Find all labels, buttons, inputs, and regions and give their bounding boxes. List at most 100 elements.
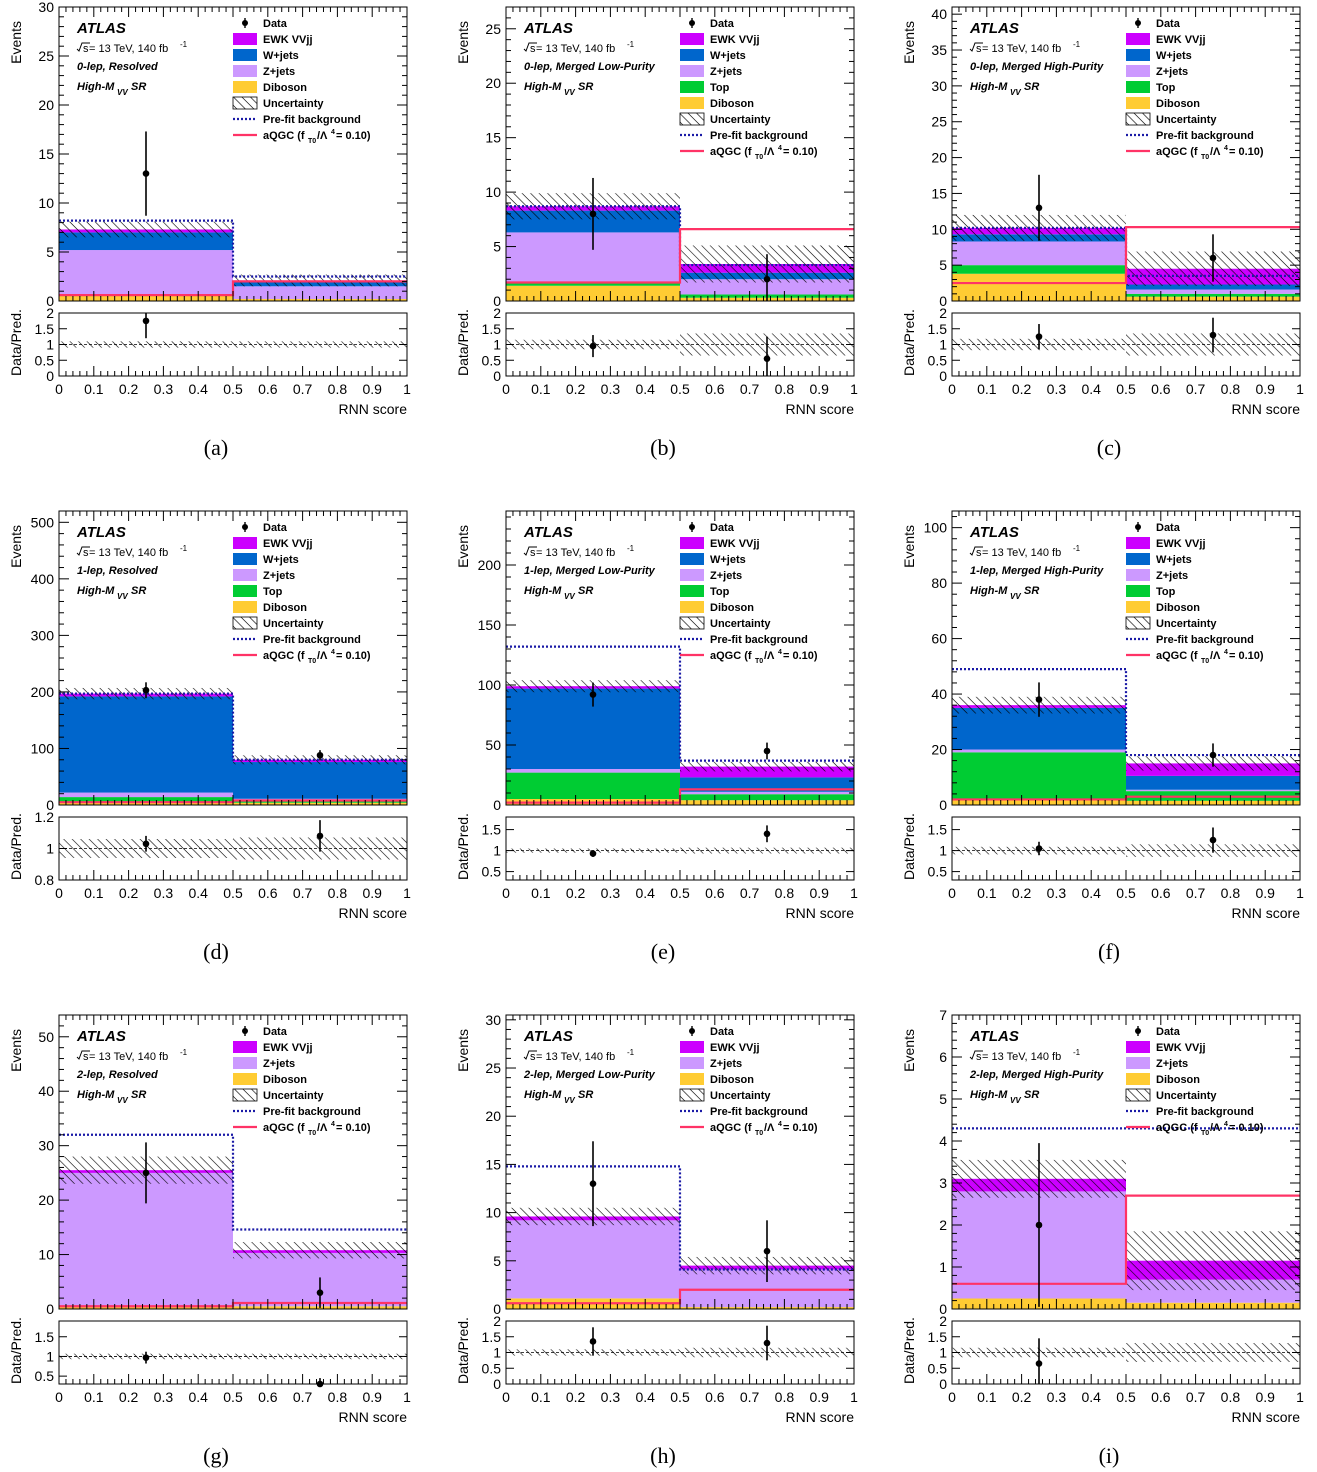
signal-region-label: High-M [77,1089,115,1101]
x-tick-label: 0.2 [1012,381,1032,397]
y-tick-label: 3 [939,1175,947,1191]
signal-region-suffix: SR [578,1089,593,1101]
x-tick-label: 0.6 [1151,1389,1171,1405]
y-tick-label: 2 [939,1217,947,1233]
legend-label-aqgc: aQGC (f [710,1122,752,1134]
ratio-point-bin0 [142,840,150,848]
legend-label-zjets: Z+jets [710,570,742,582]
legend-label-diboson: Diboson [263,1074,307,1086]
legend-data-marker [1135,524,1141,530]
x-tick-label: 0.9 [1255,1389,1275,1405]
signal-region-label: High-M [524,585,562,597]
stack-bar-zjets-bin1 [233,286,407,300]
x-tick-label: 0.4 [635,1389,655,1405]
panel-caption: (g) [203,1443,229,1468]
uncertainty-band-bin1 [680,761,854,772]
region-label: 0-lep, Resolved [77,61,158,73]
y-tick-label: 400 [31,571,55,587]
ratio-y-tick-label: 0.5 [482,864,502,880]
ratio-panel: 00.511.520 0.1 0.2 0.3 0.4 0.5 0.6 0.7 0.8 0.9 1Da… [455,1313,858,1425]
y-tick-label: 20 [931,742,947,758]
legend-swatch-wjets [233,553,257,565]
legend-swatch-top [680,585,704,597]
x-tick-label: 0.7 [293,1389,313,1405]
legend-entry-prefit: Pre-fit background [233,114,361,126]
ratio-panel: 00.511.520 0.1 0.2 0.3 0.4 0.5 0.6 0.7 0.8 0.9 1Da… [901,305,1304,417]
y-tick-label: 25 [485,21,501,37]
x-tick-label: 0.2 [119,1389,139,1405]
legend-label-wjets: W+jets [1156,50,1192,62]
uncertainty-band-bin1 [1126,1231,1300,1291]
legend-label-top: Top [1156,82,1176,94]
data-point-bin1 [1209,751,1217,759]
legend-label-data: Data [1156,18,1181,30]
legend-swatch-diboson [233,1073,257,1085]
energy-prefix: s [530,43,536,55]
data-point-bin1 [316,751,324,759]
legend-entry-diboson: Diboson [233,81,307,94]
legend-entry-prefit: Pre-fit background [1126,634,1254,646]
legend-label-unc: Uncertainty [263,618,324,630]
x-tick-label: 0.4 [1081,885,1101,901]
x-tick-label: 0.8 [328,381,348,397]
y-tick-label: 30 [931,78,947,94]
data-point-bin0 [1035,696,1043,703]
y-tick-label: 40 [931,6,947,22]
sqrt-symbol [969,1050,983,1060]
ratio-point-bin0 [589,342,597,350]
y-axis-label: Events [455,1029,471,1072]
legend-swatch-zjets [680,569,704,581]
legend-label-ewk: EWK VVjj [263,34,313,46]
x-tick-label: 0.5 [670,1389,690,1405]
legend-swatch-ewk [233,537,257,549]
x-tick-label: 0.3 [154,885,174,901]
x-axis-label: RNN score [1232,905,1301,921]
legend-label-data: Data [263,1026,288,1038]
legend-entry-diboson: Diboson [680,97,754,110]
ratio-y-tick-label: 0 [493,368,501,384]
y-tick-label: 100 [31,740,55,756]
x-tick-label: 0.4 [188,381,208,397]
signal-region-suffix: SR [578,585,593,597]
legend-entry-wjets: W+jets [680,49,746,62]
legend-label-prefit: Pre-fit background [263,1106,361,1118]
legend-label-aqgc-sub: T0 [308,138,316,145]
stack-bar-zjets-bin0 [506,769,680,773]
x-tick-label: 0.6 [705,1389,725,1405]
y-tick-label: 20 [38,1192,54,1208]
region-label: 0-lep, Merged High-Purity [970,61,1104,73]
x-tick-label: 0.7 [740,381,760,397]
y-tick-label: 0 [493,1301,501,1317]
atlas-label: ATLAS [76,1028,126,1045]
chart-panel-i: 0 1 2 3 4 5 6 7 Events ATLAS s = 13 TeV, 140 fb -1 2… [901,1007,1304,1468]
legend-unc-swatch [679,616,705,630]
legend-entry-diboson: Diboson [1126,97,1200,110]
legend-data-marker [689,524,695,530]
atlas-label: ATLAS [969,20,1019,37]
legend-swatch-wjets [680,553,704,565]
x-tick-label: 0 [948,885,956,901]
legend-label-aqgc-end: = 0.10) [336,650,371,662]
legend-swatch-ewk [680,33,704,45]
x-tick-label: 0.9 [809,381,829,397]
ratio-y-tick-label: 0.5 [928,352,948,368]
y-tick-label: 100 [924,520,948,536]
ratio-axis-label: Data/Pred. [8,1317,24,1384]
signal-region-label: High-M [524,1089,562,1101]
data-point-bin0 [142,170,150,177]
legend-entry-diboson: Diboson [1126,601,1200,614]
legend-label-data: Data [1156,522,1181,534]
legend-label-diboson: Diboson [1156,602,1200,614]
legend-unc-swatch [679,112,705,126]
stack-bar-diboson-bin1 [1126,800,1300,805]
legend-label-unc: Uncertainty [263,98,324,110]
legend-label-aqgc-sub: T0 [1201,154,1209,161]
ratio-point-bin0 [1035,333,1043,340]
x-axis-label: RNN score [786,401,855,417]
ratio-y-tick-label: 0 [493,1376,501,1392]
legend-entry-zjets: Z+jets [233,1057,295,1070]
legend-swatch-zjets [1126,1057,1150,1069]
legend-entry-unc: Uncertainty [1125,112,1217,126]
signal-region-suffix: SR [131,585,146,597]
ratio-point-bin1 [1209,836,1217,844]
